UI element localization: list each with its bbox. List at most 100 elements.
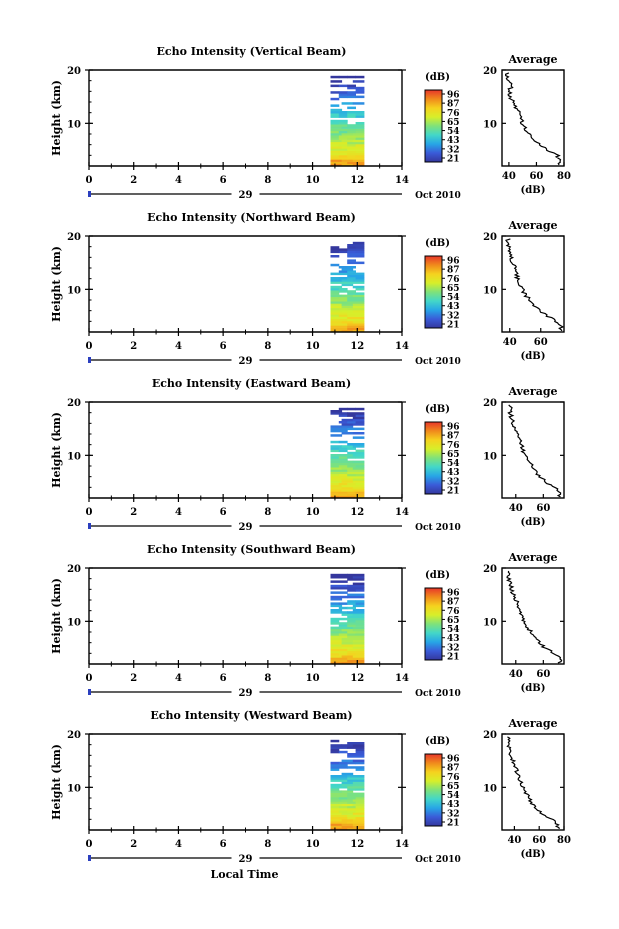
heatmap-cell [347,314,356,317]
heatmap-cell [347,443,365,446]
heatmap-cell [347,766,365,769]
heatmap-cell [355,761,365,765]
heatmap-cell [352,803,365,807]
date-day-bg [231,354,260,366]
x-tick-label: 10 [306,673,320,684]
colorbar-tick-label: 43 [447,800,460,810]
heatmap-cell [330,790,343,793]
heatmap-cell [341,803,354,807]
heatmap-cell [330,449,340,453]
heatmap-cell [347,495,356,499]
heatmap-cell [330,591,348,594]
avg-frame [501,733,565,831]
heatmap-cell [330,310,343,313]
heatmap-cell [330,478,343,481]
heatmap-cell [347,95,356,99]
heatmap-cell [330,748,340,752]
heatmap-cell [347,250,356,254]
heatmap-cell [352,159,365,162]
heatmap-cell [341,812,354,815]
heatmap-cell [355,491,365,494]
avg-frame [501,235,565,333]
date-label: Oct 2010 [415,191,461,201]
heatmap-cell [330,812,343,815]
heatmap-cell [352,285,365,289]
heatmap-cell [347,808,365,811]
colorbar-tick-label: 21 [447,819,460,829]
heatmap-cell [330,108,343,112]
heatmap-cell [347,761,356,765]
heatmap-cell [347,75,356,79]
heatmap-cell [330,814,348,818]
x-tick-label: 6 [220,673,227,684]
heatmap-cell [347,246,356,249]
colorbar-tick-label: 76 [447,773,460,783]
heatmap-cell [355,602,365,605]
heatmap-cell [341,163,354,167]
heatmap-cell [341,268,354,271]
heatmap-cell [330,746,348,749]
heatmap-cell [330,296,340,300]
colorbar-tick-label: 87 [447,598,460,608]
x-tick-label: 2 [130,341,137,352]
heatmap-cell [338,155,348,158]
heatmap-cell [330,454,343,457]
heatmap-cell [347,753,365,756]
heatmap-cell [355,631,365,634]
heatmap-cell [347,141,365,145]
date-marker [88,523,91,529]
x-tick-label: 0 [86,507,93,518]
heatmap-cell [330,281,348,284]
heatmap-cell [341,825,354,829]
x-tick-label: 6 [220,175,227,186]
colorbar-tick-label: 32 [447,311,460,321]
heatmap-cell [347,650,365,654]
heatmap-cell [330,133,343,136]
date-day-bg [231,686,260,698]
heatmap-cell [330,827,348,831]
heatmap-cell [352,80,365,83]
colorbar-tick-label: 65 [447,450,460,460]
heatmap-cell [330,803,343,807]
heatmap-cell [347,657,365,660]
heatmap-cell [330,646,343,649]
heatmap-cell [330,491,340,494]
heatmap-cell [338,414,348,417]
heatmap-cell [355,653,365,656]
heatmap-cell [338,115,348,118]
colorbar-tick-label: 87 [447,764,460,774]
heatmap-cell [330,97,340,101]
heatmap-cell [330,327,348,331]
heatmap-cell [355,128,365,132]
panel-title: Echo Intensity (Vertical Beam) [156,45,346,58]
heatmap-cell [338,631,348,634]
colorbar-unit: (dB) [425,570,450,581]
heatmap-cell [330,487,343,490]
heatmap-cell [338,113,348,116]
x-tick-label: 2 [130,839,137,850]
heatmap-cell [330,137,340,140]
colorbar [424,753,443,827]
heatmap-cell [330,307,340,311]
y-axis-label: Height (km) [50,80,63,156]
heatmap-cell [341,321,354,324]
heatmap-cell [347,810,356,813]
heatmap-cell [341,626,354,630]
heatmap-cell [338,421,348,424]
heatmap-cell [338,250,348,254]
heatmap-cell [341,329,354,333]
heatmap-cell [330,115,340,118]
heatmap-cell [347,421,356,424]
heatmap-cell [330,825,343,829]
heatmap-cell [330,159,343,162]
heatmap-cell [341,310,354,313]
heatmap-cell [330,460,343,464]
colorbar-tick-label: 65 [447,284,460,294]
heatmap-cell [347,659,365,663]
x-tick-label: 4 [175,175,182,186]
heatmap-cell [330,628,343,632]
heatmap-cell [330,480,343,483]
heatmap-cell [355,130,365,134]
heatmap-cell [330,323,348,326]
colorbar-unit: (dB) [425,736,450,747]
